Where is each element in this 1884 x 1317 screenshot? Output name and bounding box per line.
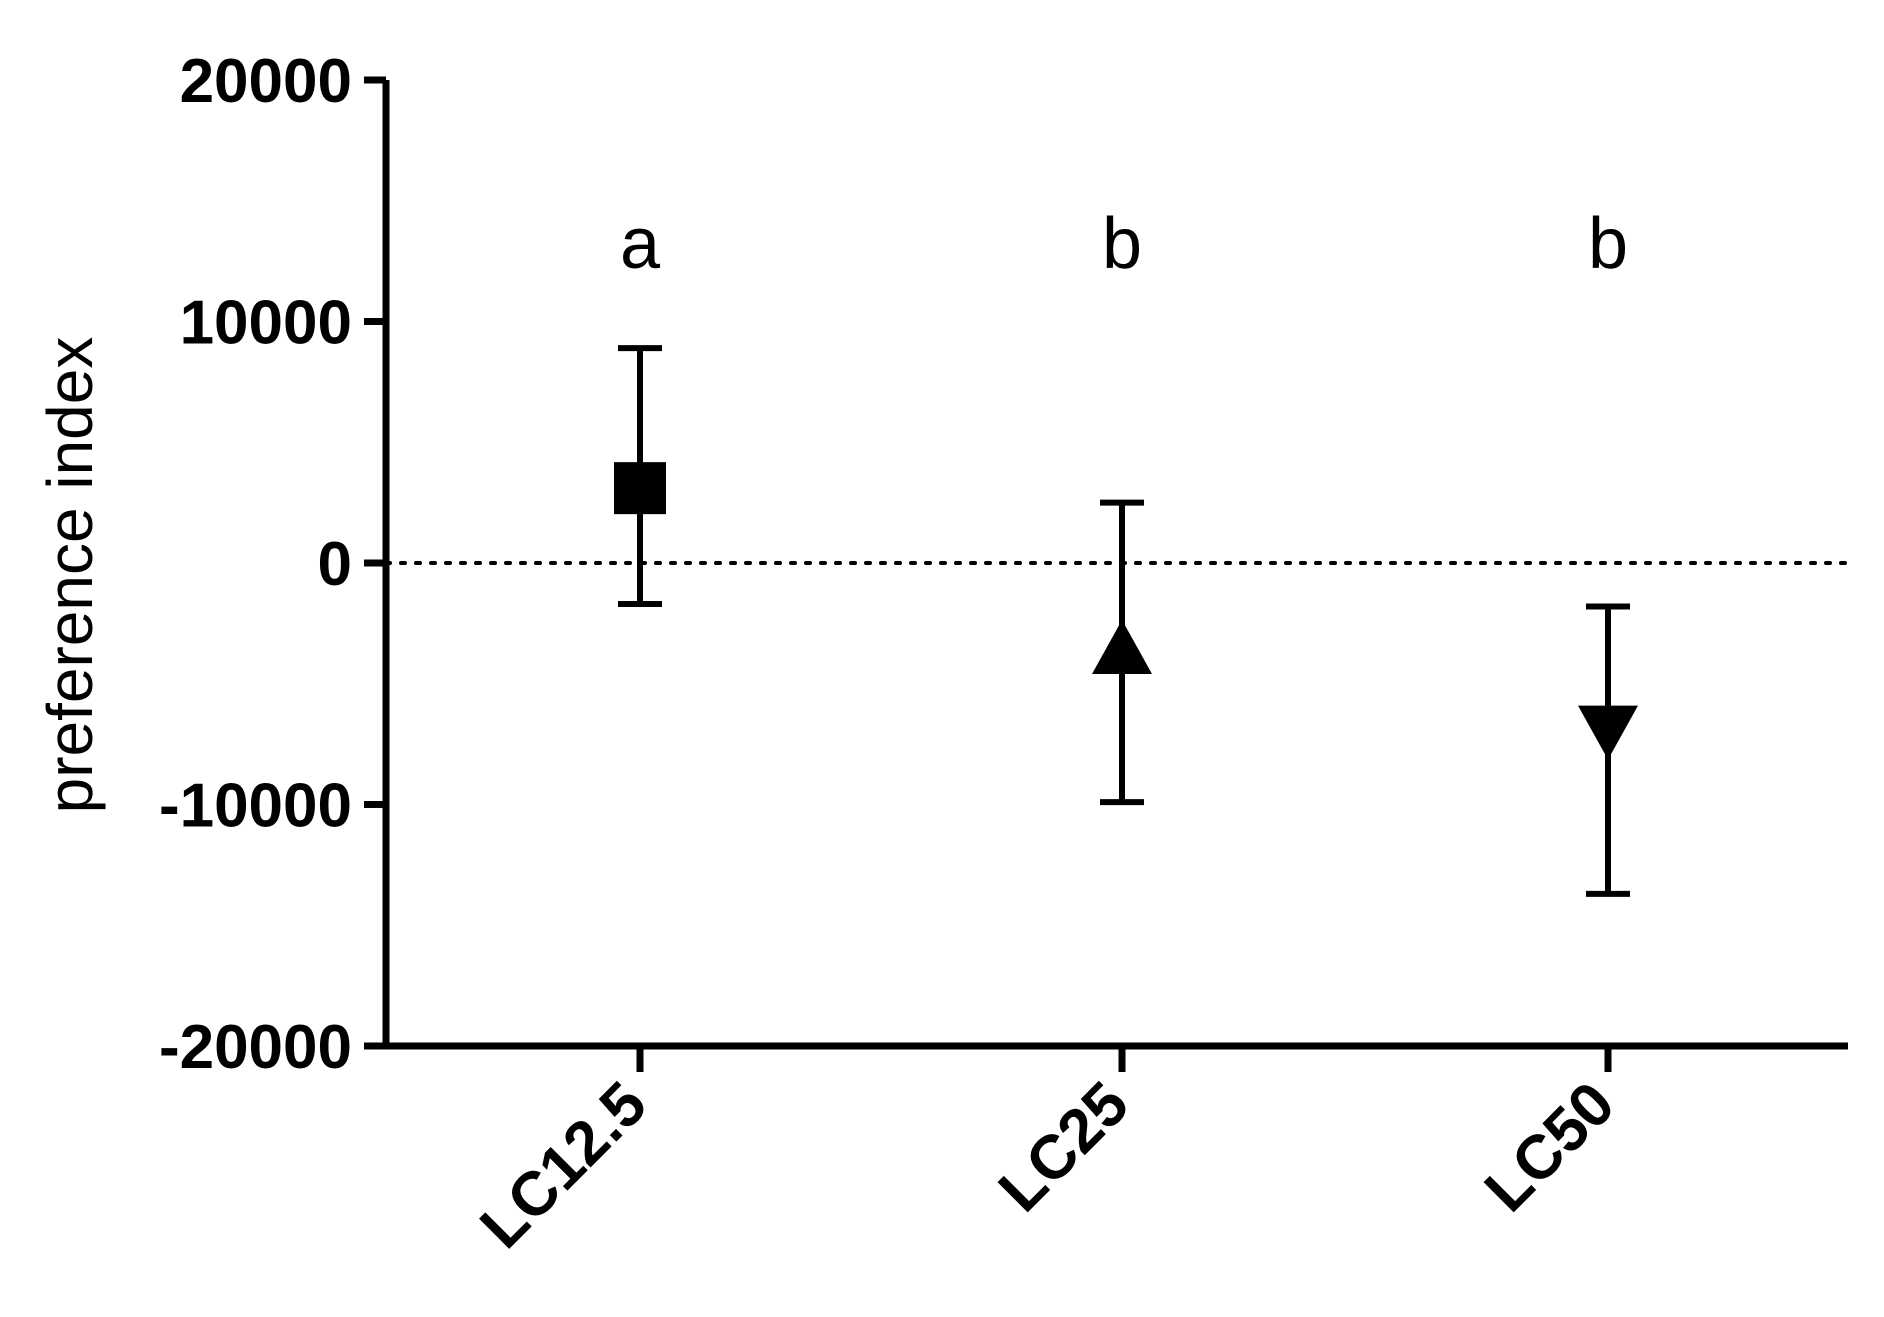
x-tick-label: LC25 (986, 1069, 1142, 1225)
y-tick-label: -20000 (159, 1013, 352, 1082)
text-layer: 20000 10000 0 -10000 -20000 LC12.5 LC25 LC50 pre… (34, 47, 1628, 1262)
y-tick-label: 10000 (180, 289, 352, 358)
significance-letter: b (1102, 204, 1142, 284)
y-tick-label: -10000 (159, 772, 352, 841)
data-point-square (614, 462, 666, 515)
data-point-triangle-up (1092, 619, 1152, 674)
y-axis-title: preference index (34, 337, 106, 814)
y-tick-label: 20000 (180, 47, 352, 116)
data-point-triangle-down (1578, 705, 1638, 760)
x-tick-label: LC12.5 (467, 1069, 660, 1262)
significance-letter: a (620, 204, 661, 284)
marks-layer (614, 345, 1638, 897)
y-tick-label: 0 (318, 530, 352, 599)
axes-layer (364, 76, 1848, 1072)
x-tick-label: LC50 (1472, 1069, 1628, 1225)
significance-letter: b (1588, 204, 1628, 284)
